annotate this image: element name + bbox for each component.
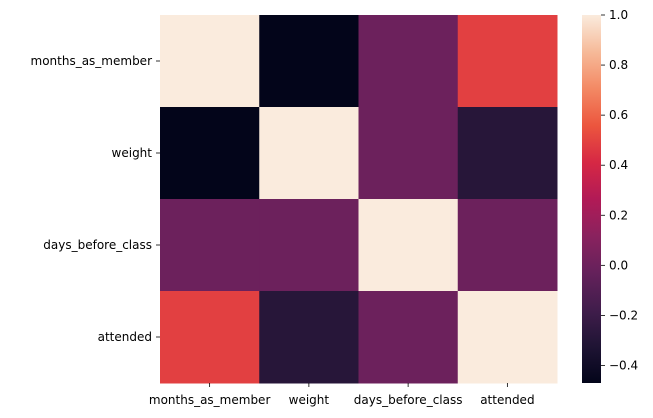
heatmap-cell-0-3 [457,15,558,108]
y-tick-label-2: days_before_class [43,238,152,252]
heatmap-cell-3-1 [259,291,359,384]
y-tick-label-3: attended [98,330,152,344]
colorbar-tick-label-4: 0.2 [609,208,628,222]
x-tick-label-0: months_as_member [149,393,271,407]
colorbar-gradient [582,15,601,383]
heatmap-cell-2-0 [160,199,260,292]
heatmap-cell-0-2 [358,15,459,108]
heatmap-cell-1-0 [160,107,260,200]
heatmap-cell-2-1 [259,199,359,292]
y-tick-label-1: weight [112,146,153,160]
heatmap-cell-3-2 [358,291,459,384]
heatmap-cell-2-2 [358,199,459,292]
heatmap-cell-3-3 [457,291,558,384]
heatmap-cell-1-1 [259,107,359,200]
colorbar-tick-label-5: 0.0 [609,258,628,272]
heatmap-cell-3-0 [160,291,260,384]
x-tick-label-1: weight [289,393,330,407]
colorbar-tick-label-1: 0.8 [609,58,628,72]
colorbar-tick-label-7: −0.4 [609,358,638,372]
y-tick-label-0: months_as_member [31,54,153,68]
colorbar-tick-label-3: 0.4 [609,158,628,172]
colorbar-tick-label-6: −0.2 [609,308,638,322]
x-axis: months_as_member weight days_before_class a… [149,383,535,407]
colorbar: 1.0 0.8 0.6 0.4 0.2 0.0 −0.2 −0.4 [582,8,638,383]
colorbar-tick-label-2: 0.6 [609,108,628,122]
colorbar-ticks: 1.0 0.8 0.6 0.4 0.2 0.0 −0.2 −0.4 [601,8,638,372]
heatmap-cells [160,15,558,384]
heatmap-cell-0-1 [259,15,359,108]
x-tick-label-3: attended [480,393,534,407]
heatmap-cell-2-3 [457,199,558,292]
x-tick-label-2: days_before_class [354,393,463,407]
heatmap-cell-1-3 [457,107,558,200]
heatmap-cell-0-0 [160,15,260,108]
colorbar-tick-label-0: 1.0 [609,8,628,22]
heatmap-cell-1-2 [358,107,459,200]
